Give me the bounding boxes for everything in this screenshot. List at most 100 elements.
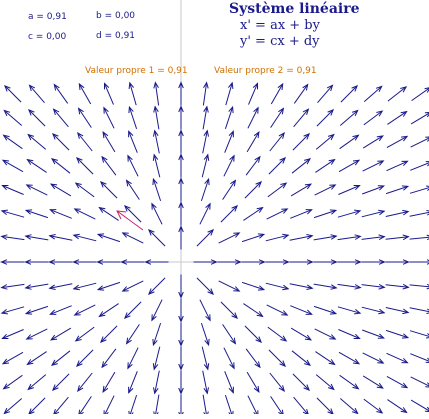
field-arrow bbox=[248, 108, 258, 129]
field-arrow bbox=[2, 330, 23, 339]
field-arrow bbox=[129, 395, 137, 414]
field-arrow bbox=[202, 155, 209, 177]
field-arrow bbox=[105, 83, 114, 104]
field-arrow bbox=[386, 308, 408, 314]
field-arrow bbox=[104, 108, 114, 129]
equation-y: y' = cx + dy bbox=[240, 34, 320, 49]
field-arrow bbox=[410, 308, 429, 314]
field-arrow bbox=[27, 329, 48, 339]
field-arrow bbox=[76, 327, 94, 341]
field-arrow bbox=[294, 397, 309, 414]
field-arrow bbox=[154, 371, 160, 394]
field-arrow bbox=[363, 353, 384, 363]
field-arrow bbox=[316, 375, 334, 390]
field-arrow bbox=[74, 260, 97, 265]
field-arrow bbox=[127, 324, 140, 343]
field-arrow bbox=[410, 162, 429, 171]
field-arrow bbox=[78, 373, 92, 391]
param-c: c = 0,00 bbox=[28, 32, 66, 42]
field-arrow bbox=[74, 234, 96, 241]
field-arrow bbox=[364, 111, 382, 125]
field-arrow bbox=[410, 186, 429, 193]
field-arrow bbox=[123, 233, 144, 243]
field-arrow bbox=[79, 108, 92, 127]
field-arrow bbox=[242, 234, 264, 242]
field-arrow bbox=[4, 375, 23, 388]
field-arrow bbox=[291, 328, 311, 340]
field-arrow bbox=[154, 107, 159, 130]
field-arrow bbox=[75, 305, 96, 315]
field-arrow bbox=[179, 299, 184, 322]
field-arrow bbox=[103, 372, 115, 392]
field-arrow bbox=[152, 204, 162, 225]
field-arrow bbox=[315, 329, 336, 339]
field-arrow bbox=[129, 371, 138, 392]
field-arrow bbox=[363, 136, 383, 148]
field-arrow bbox=[26, 260, 49, 265]
field-arrow bbox=[316, 135, 334, 150]
field-arrow bbox=[179, 107, 184, 130]
field-arrow bbox=[315, 185, 336, 195]
field-arrow bbox=[247, 132, 259, 152]
field-arrow bbox=[53, 374, 69, 390]
field-arrow bbox=[203, 131, 209, 154]
field-arrow bbox=[202, 347, 209, 369]
field-arrow bbox=[318, 85, 333, 102]
field-arrow bbox=[315, 160, 334, 173]
field-arrow bbox=[129, 107, 137, 129]
field-arrow bbox=[387, 136, 407, 147]
field-arrow bbox=[129, 83, 136, 105]
field-arrow bbox=[153, 323, 161, 345]
field-arrow bbox=[152, 300, 162, 321]
field-arrow bbox=[179, 323, 184, 346]
field-arrow bbox=[340, 111, 357, 126]
field-arrow bbox=[245, 182, 261, 198]
field-arrow bbox=[363, 161, 384, 171]
field-arrow bbox=[362, 260, 385, 265]
field-arrow bbox=[179, 179, 184, 202]
field-arrow bbox=[338, 284, 361, 289]
field-arrow bbox=[27, 160, 46, 173]
field-arrow bbox=[154, 131, 160, 154]
field-arrow bbox=[412, 87, 429, 100]
field-arrow bbox=[54, 109, 69, 127]
field-arrow bbox=[386, 235, 409, 240]
field-arrow bbox=[128, 156, 138, 177]
field-arrow bbox=[53, 134, 69, 150]
field-arrow bbox=[4, 135, 23, 148]
field-arrow bbox=[179, 371, 184, 394]
field-arrow bbox=[30, 85, 45, 102]
field-arrow bbox=[338, 210, 360, 217]
field-arrow bbox=[386, 186, 408, 194]
field-arrow bbox=[293, 134, 309, 150]
eigenvalue-1: Valeur propre 1 = 0,91 bbox=[85, 66, 188, 76]
field-arrow bbox=[410, 235, 429, 240]
field-arrow bbox=[338, 235, 361, 240]
field-arrow bbox=[362, 284, 385, 289]
field-arrow bbox=[341, 86, 357, 102]
system-title: Système linéaire bbox=[229, 1, 360, 17]
field-arrow bbox=[387, 376, 407, 387]
field-arrow bbox=[27, 185, 48, 195]
field-arrow bbox=[50, 235, 73, 241]
field-arrow bbox=[317, 110, 333, 126]
field-arrow bbox=[386, 330, 408, 338]
field-arrow bbox=[28, 375, 46, 390]
field-arrow bbox=[363, 376, 383, 388]
field-arrow bbox=[125, 206, 141, 222]
field-arrow bbox=[411, 137, 429, 147]
field-arrow bbox=[266, 260, 289, 265]
field-arrow bbox=[225, 395, 233, 414]
field-arrow bbox=[270, 373, 284, 391]
field-arrow bbox=[226, 83, 233, 105]
field-arrow bbox=[99, 208, 118, 221]
field-arrow bbox=[179, 227, 184, 250]
eigenvalue-2: Valeur propre 2 = 0,91 bbox=[214, 66, 317, 76]
equation-x: x' = ax + by bbox=[240, 18, 320, 33]
field-arrow bbox=[101, 182, 117, 198]
field-arrow bbox=[26, 306, 48, 314]
field-arrow bbox=[387, 353, 408, 362]
field-arrow bbox=[219, 281, 240, 291]
field-arrow bbox=[314, 306, 336, 314]
field-arrow bbox=[179, 155, 184, 178]
